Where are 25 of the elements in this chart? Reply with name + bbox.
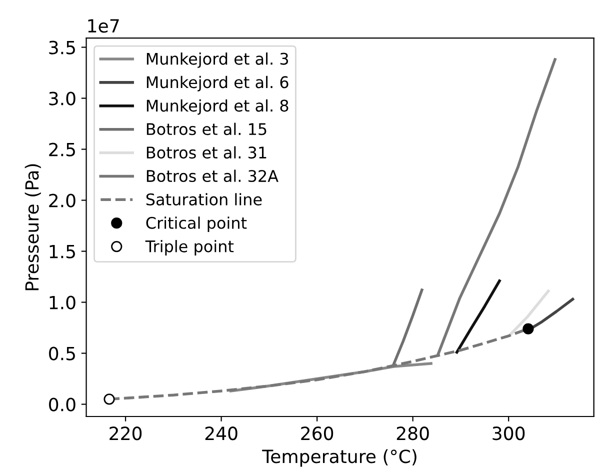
legend-label: Munkejord et al. 8 [146, 99, 288, 115]
legend-label: Botros et al. 32A [146, 170, 278, 182]
x-axis-title: Temperature (°C) [262, 449, 416, 467]
x-tick-label: 220 [110, 426, 142, 440]
y-tick-label: 2.5 [49, 142, 75, 156]
legend-label: Botros et al. 31 [146, 146, 266, 159]
text: 1e7 [88, 19, 119, 33]
legend-label: Munkejord et al. 3 [146, 52, 288, 68]
x-tick-label: 260 [301, 426, 334, 440]
y-tick-label: 3.0 [49, 92, 76, 106]
y-tick-label: 0.0 [49, 398, 76, 412]
legend-label: Critical point [146, 216, 247, 232]
y-tick-label: 1.5 [50, 244, 75, 258]
legend-label: Triple point [145, 240, 234, 256]
y-axis-title: Presseure (Pa) [24, 164, 41, 290]
x-tick-label: 240 [205, 426, 238, 440]
legend-label: Munkejord et al. 6 [146, 76, 288, 92]
y-tick-label: 3.5 [49, 40, 75, 54]
y-tick-label: 1.0 [50, 296, 76, 310]
legend-label: Saturation line [146, 193, 262, 206]
x-tick-label: 280 [396, 426, 429, 440]
legend-label: Botros et al. 15 [146, 122, 266, 136]
x-tick-label: 300 [492, 426, 525, 440]
y-tick-label: 0.5 [49, 346, 75, 360]
y-tick-label: 2.0 [49, 194, 76, 208]
